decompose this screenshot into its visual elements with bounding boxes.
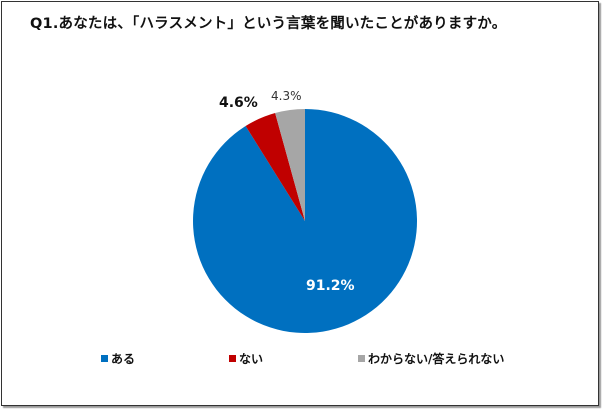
chart-title: Q1.あなたは、「ハラスメント」という言葉を聞いたことがありますか。 [30, 16, 507, 32]
legend-swatch-gray [358, 355, 365, 362]
legend-item-nai: ない [229, 350, 263, 367]
legend-swatch-red [229, 355, 236, 362]
legend-label: わからない/答えられない [368, 352, 505, 366]
legend-label: ある [111, 352, 136, 366]
pie-slice-aru [193, 109, 418, 334]
legend-swatch-blue [101, 355, 108, 362]
pie-slice-nai [245, 113, 305, 221]
legend-item-aru: ある [101, 350, 135, 367]
legend-item-wakaranai: わからない/答えられない [358, 350, 504, 367]
data-label-wakaranai: 4.3% [271, 89, 302, 103]
chart-legend: ある ない わからない/答えられない [0, 350, 602, 370]
legend-label: ない [239, 352, 264, 366]
data-label-nai: 4.6% [219, 95, 258, 111]
pie-slice-wakaranai [275, 109, 305, 221]
data-label-aru: 91.2% [306, 278, 355, 294]
